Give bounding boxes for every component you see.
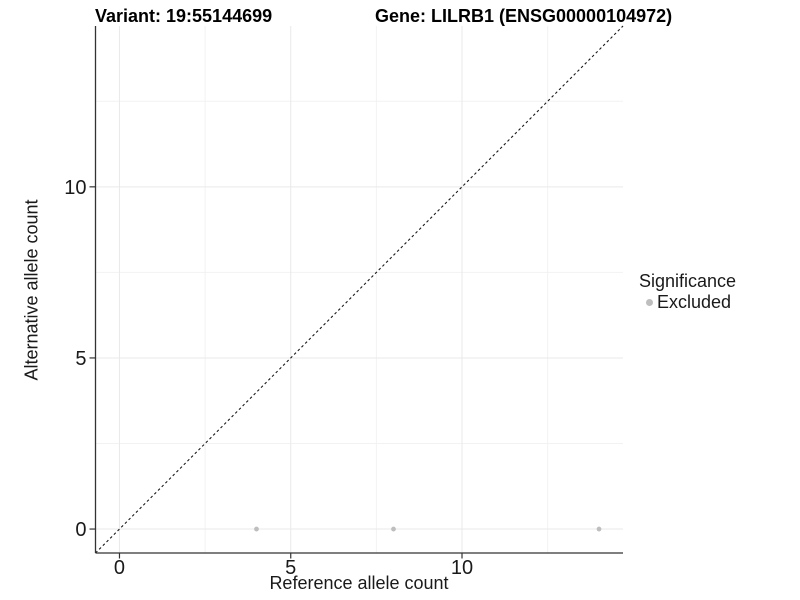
legend-item-label: Excluded	[657, 292, 732, 312]
legend-title: Significance	[639, 271, 737, 291]
legend-item-excluded: Excluded	[639, 292, 736, 312]
y-axis-title: Alternative allele count	[21, 199, 42, 381]
y-tick-label: 5	[75, 348, 86, 370]
data-point	[596, 526, 602, 532]
data-point	[254, 526, 259, 532]
x-tick-label: 0	[114, 557, 125, 579]
legend-point-swatch	[646, 298, 653, 306]
y-tick-label: 10	[64, 177, 86, 199]
plot-title-variant: Variant: 19:55144699	[95, 6, 273, 26]
x-tick-label: 10	[451, 557, 473, 579]
identity-line	[95, 25, 624, 554]
plot-title-gene: Gene: LILRB1 (ENSG00000104972)	[375, 6, 673, 26]
x-tick-label: 5	[285, 557, 296, 579]
y-tick-label: 0	[75, 519, 86, 541]
legend: Significance Excluded	[639, 271, 736, 312]
x-axis-title: Reference allele count	[269, 573, 449, 593]
data-point	[391, 526, 396, 532]
